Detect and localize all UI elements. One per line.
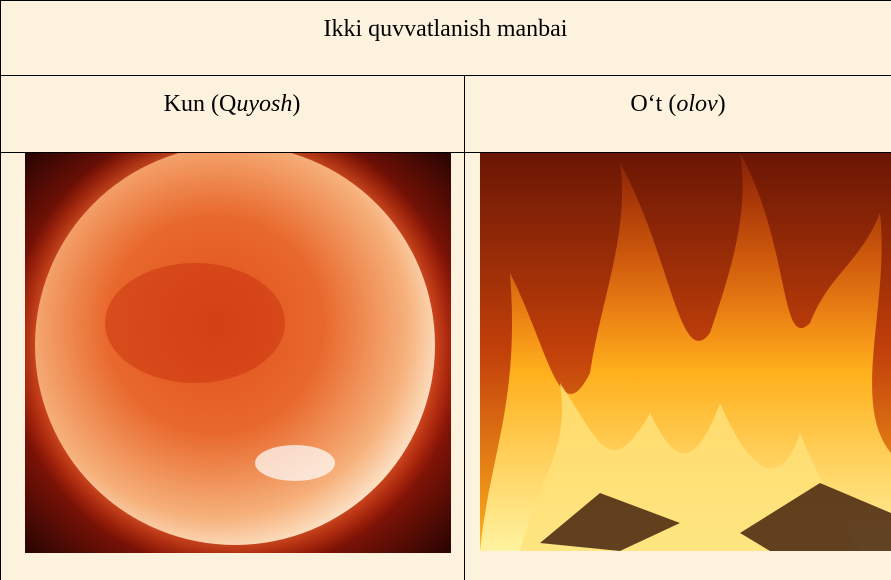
fire-image: [480, 153, 891, 551]
header-text: ): [717, 91, 726, 117]
logs: [540, 483, 891, 551]
header-text: Kun (Q: [163, 91, 237, 117]
sun-spot: [105, 263, 285, 383]
column-header: Kun (Quyosh): [0, 90, 464, 118]
border-top: [0, 0, 891, 1]
border-left: [0, 0, 1, 580]
header-text: ): [292, 91, 301, 117]
header-text-italic: uyosh: [236, 91, 293, 117]
sun-image: [25, 153, 451, 553]
sun-flare: [255, 445, 335, 481]
row-divider: [0, 152, 891, 153]
header-text-italic: olov: [676, 91, 718, 117]
column-header: O‘t (olov): [465, 90, 891, 118]
header-text: O‘t (: [630, 91, 677, 117]
row-divider: [0, 75, 891, 76]
table-title: Ikki quvvatlanish manbai: [323, 16, 568, 42]
column-divider: [464, 75, 465, 580]
